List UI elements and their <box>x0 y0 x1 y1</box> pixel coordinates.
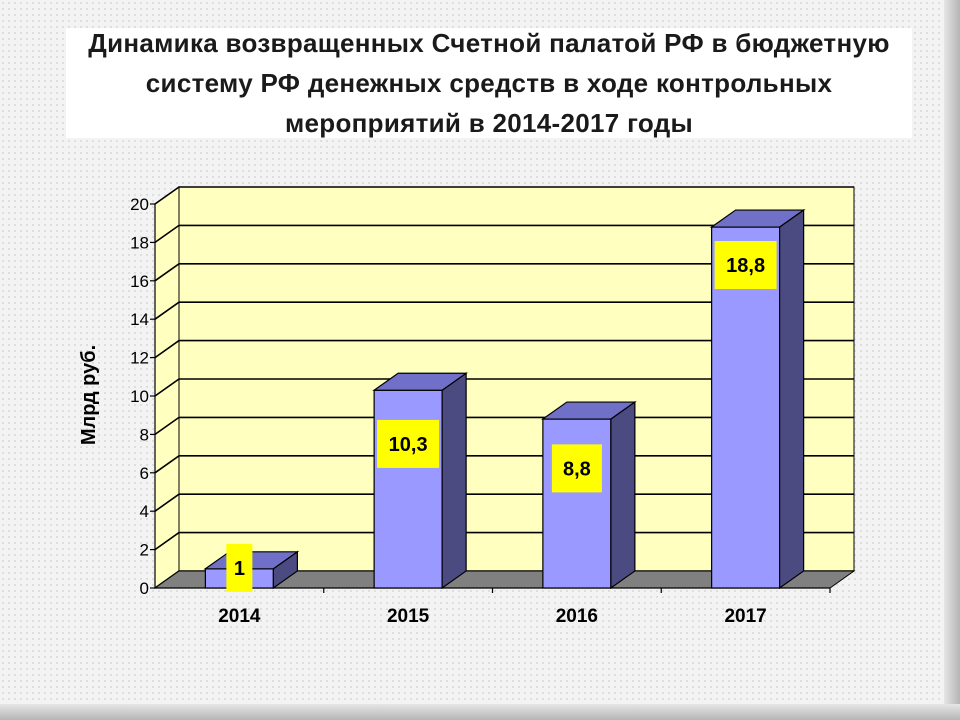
y-tick-label: 2 <box>140 541 149 560</box>
y-tick-label: 4 <box>140 502 149 521</box>
bar-top <box>372 372 469 391</box>
slide-shadow-right <box>944 0 960 720</box>
x-tick-label: 2014 <box>218 606 261 627</box>
data-label-box <box>377 419 440 468</box>
bar-2014: 1 <box>203 544 300 592</box>
x-tick-label: 2016 <box>556 606 598 627</box>
y-tick-label: 14 <box>130 310 149 329</box>
bar-2017: 18,8 <box>709 208 806 590</box>
y-tick-label: 12 <box>130 349 149 368</box>
y-tick-label: 18 <box>130 233 149 252</box>
y-tick-label: 20 <box>130 195 149 214</box>
x-tick-label: 2017 <box>724 606 766 627</box>
gridline <box>154 224 854 244</box>
gridline <box>154 301 854 320</box>
gridline <box>154 378 854 397</box>
data-label-text: 10,3 <box>389 434 428 456</box>
data-label: 1 <box>226 544 253 592</box>
bar-side <box>779 208 805 590</box>
bar-2015: 10,3 <box>372 372 469 590</box>
y-tick-label: 10 <box>130 387 149 406</box>
data-label-box <box>551 444 602 493</box>
data-label: 8,8 <box>551 444 602 493</box>
slide-shadow-bottom <box>0 704 960 720</box>
chart-title: Динамика возвращенных Счетной палатой РФ… <box>88 28 890 138</box>
data-label-text: 1 <box>234 558 245 580</box>
data-label-text: 18,8 <box>726 255 765 277</box>
y-axis-label: Млрд руб. <box>78 345 100 445</box>
bar-top <box>709 209 806 228</box>
title-box: Динамика возвращенных Счетной палатой РФ… <box>66 28 912 138</box>
data-label-box <box>714 241 777 290</box>
bar-2016: 8,8 <box>540 400 637 590</box>
data-label-box <box>226 544 253 592</box>
bar-top <box>540 401 637 420</box>
y-tick-label: 6 <box>140 464 149 483</box>
gridline <box>154 186 854 205</box>
y-tick-label: 16 <box>130 272 149 291</box>
data-label-text: 8,8 <box>563 458 591 480</box>
y-tick-label: 8 <box>140 425 149 444</box>
y-tick-label: 0 <box>140 579 149 598</box>
x-tick-label: 2015 <box>387 606 430 627</box>
gridline <box>154 339 854 359</box>
gridline <box>154 262 854 282</box>
data-label: 10,3 <box>377 419 440 468</box>
bar-side <box>441 372 467 590</box>
data-label: 18,8 <box>714 241 777 290</box>
bar-side <box>610 400 636 590</box>
